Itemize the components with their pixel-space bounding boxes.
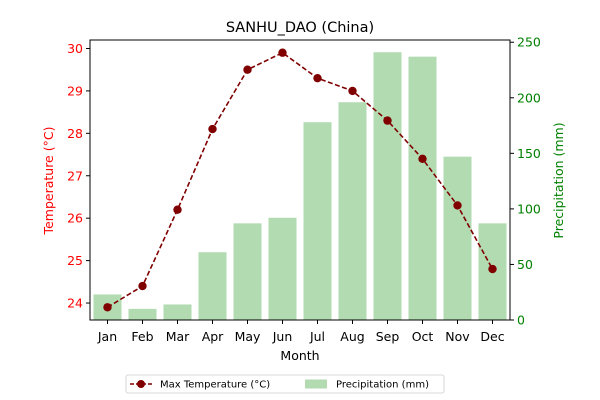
temperature-point: [418, 154, 427, 163]
temperature-point: [453, 201, 462, 210]
x-tick-label: Nov: [445, 329, 470, 344]
temperature-point: [488, 264, 497, 274]
x-tick-label: Jan: [97, 329, 117, 344]
right-tick-label: 150: [517, 146, 541, 161]
x-tick-label: Sep: [376, 329, 400, 344]
x-tick-label: May: [235, 329, 261, 344]
temperature-point: [383, 116, 392, 125]
temperature-point: [313, 73, 322, 83]
temperature-point: [138, 281, 147, 291]
legend: Max Temperature (°C) Precipitation (mm): [125, 374, 445, 394]
x-tick-label: Dec: [480, 329, 504, 344]
left-tick-label: 24: [67, 296, 83, 311]
right-axis-label: Precipitation (mm): [551, 122, 566, 238]
legend-box: [125, 374, 445, 394]
x-tick-label: Apr: [202, 329, 224, 344]
precipitation-bar: [268, 217, 297, 320]
chart-title: SANHU_DAO (China): [226, 20, 374, 36]
right-tick-label: 250: [517, 35, 541, 50]
plot-frame: [89, 39, 511, 321]
legend-precipitation-label: Precipitation (mm): [336, 380, 429, 391]
precipitation-bar: [408, 56, 437, 321]
legend-temperature-label: Max Temperature (°C): [160, 380, 270, 391]
precipitation-bar: [233, 223, 262, 320]
precipitation-bars: [93, 52, 507, 321]
right-tick-label: 0: [517, 313, 525, 328]
precipitation-bar: [338, 102, 367, 320]
x-tick-label: Oct: [412, 329, 434, 344]
temperature-line-path: [107, 51, 494, 308]
temperature-point: [348, 86, 357, 96]
x-tick-label: Mar: [166, 329, 190, 344]
temperature-point: [173, 205, 182, 214]
precipitation-bar: [303, 122, 332, 320]
left-tick-label: 28: [67, 126, 83, 141]
x-tick-label: Jul: [309, 329, 325, 344]
precipitation-bar: [198, 252, 227, 320]
axes: 24 25 26 27 28 29 30 0 50 100 150 200 250 Jan Feb Mar Ap…: [67, 35, 541, 344]
temperature-point: [243, 65, 252, 74]
precipitation-bar: [373, 52, 402, 320]
right-tick-label: 50: [517, 257, 533, 272]
precipitation-bar: [163, 304, 192, 320]
precipitation-bar: [443, 156, 472, 320]
precipitation-bar: [128, 308, 157, 320]
x-tick-label: Feb: [131, 329, 153, 344]
right-tick-label: 100: [517, 201, 541, 216]
x-tick-label: Aug: [340, 329, 364, 344]
temperature-line: [103, 48, 497, 312]
left-axis-label: Temperature (°C): [41, 127, 56, 236]
right-tick-label: 200: [517, 90, 541, 105]
temperature-point: [103, 303, 112, 312]
legend-temperature-marker: [137, 380, 145, 388]
left-tick-label: 27: [67, 168, 83, 183]
temperature-point: [278, 48, 287, 57]
left-tick-label: 29: [67, 83, 83, 98]
left-tick-label: 26: [67, 211, 83, 226]
x-tick-label: Jun: [272, 329, 293, 344]
temperature-point: [208, 124, 217, 134]
x-axis-label: Month: [280, 348, 319, 363]
legend-precipitation-swatch: [305, 379, 327, 389]
left-tick-label: 30: [67, 41, 83, 56]
left-tick-label: 25: [67, 253, 83, 268]
